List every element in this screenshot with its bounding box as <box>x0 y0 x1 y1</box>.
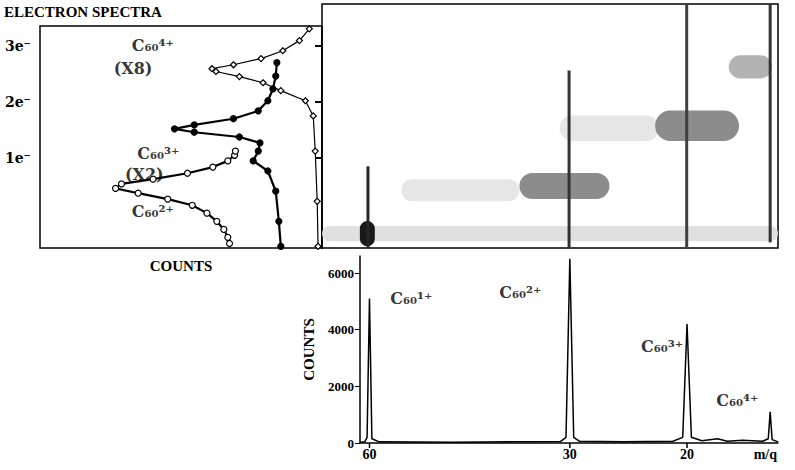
svg-text:COUNTS: COUNTS <box>150 258 213 274</box>
svg-text:(X8): (X8) <box>114 59 153 78</box>
svg-text:30: 30 <box>563 447 577 462</box>
svg-text:60: 60 <box>362 447 376 462</box>
svg-text:C₆₀⁴⁺: C₆₀⁴⁺ <box>716 391 758 410</box>
svg-text:ELECTRON SPECTRA: ELECTRON SPECTRA <box>4 4 162 20</box>
svg-text:2000: 2000 <box>328 379 354 394</box>
svg-text:4000: 4000 <box>328 322 354 337</box>
svg-text:6000: 6000 <box>328 266 354 281</box>
svg-text:C₆₀³⁺: C₆₀³⁺ <box>641 337 683 356</box>
svg-text:0: 0 <box>348 436 355 451</box>
svg-text:1e⁻: 1e⁻ <box>5 150 31 166</box>
svg-text:C₆₀³⁺: C₆₀³⁺ <box>137 144 179 163</box>
svg-text:2e⁻: 2e⁻ <box>5 94 31 110</box>
svg-text:m/q: m/q <box>754 447 778 462</box>
svg-text:3e⁻: 3e⁻ <box>5 38 31 54</box>
svg-text:C₆₀²⁺: C₆₀²⁺ <box>499 283 541 302</box>
svg-text:C₆₀¹⁺: C₆₀¹⁺ <box>390 289 432 308</box>
svg-text:(X2): (X2) <box>125 164 164 184</box>
svg-text:COUNTS: COUNTS <box>301 318 317 381</box>
svg-text:C₆₀⁴⁺: C₆₀⁴⁺ <box>132 36 174 55</box>
svg-text:C₆₀²⁺: C₆₀²⁺ <box>132 202 174 221</box>
svg-text:20: 20 <box>680 447 694 462</box>
